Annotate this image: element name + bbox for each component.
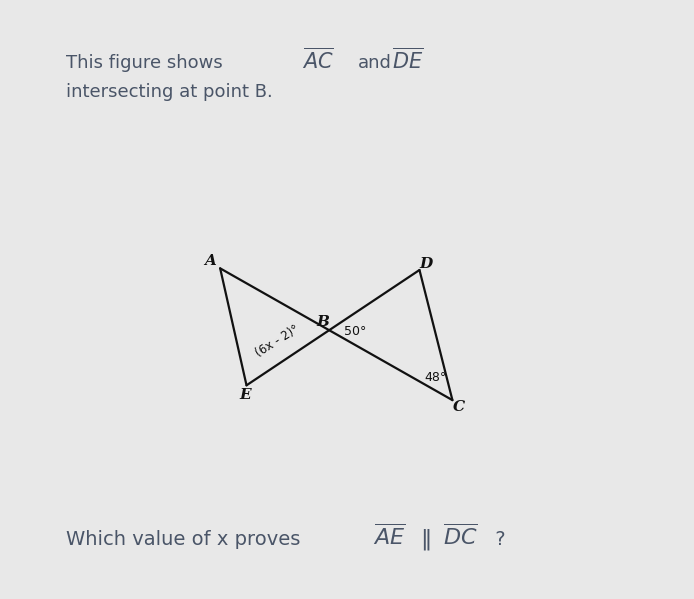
Text: A: A bbox=[204, 254, 217, 268]
Text: E: E bbox=[239, 388, 251, 402]
Text: 48°: 48° bbox=[425, 371, 447, 383]
Text: $\mathit{\overline{AE}}$: $\mathit{\overline{AE}}$ bbox=[373, 524, 406, 549]
Text: C: C bbox=[453, 400, 465, 414]
Text: B: B bbox=[316, 315, 330, 329]
Text: $\Vert$: $\Vert$ bbox=[420, 527, 430, 552]
Text: intersecting at point B.: intersecting at point B. bbox=[66, 83, 273, 101]
Text: $\mathit{\overline{DE}}$: $\mathit{\overline{DE}}$ bbox=[392, 47, 423, 72]
Text: 50°: 50° bbox=[344, 325, 366, 338]
Text: $\mathit{\overline{AC}}$: $\mathit{\overline{AC}}$ bbox=[302, 47, 334, 72]
Text: Which value of x proves: Which value of x proves bbox=[66, 530, 307, 549]
Text: ?: ? bbox=[489, 530, 506, 549]
Text: and: and bbox=[357, 54, 391, 72]
Text: This figure shows: This figure shows bbox=[66, 54, 228, 72]
Text: D: D bbox=[419, 257, 432, 271]
Text: $\mathit{\overline{DC}}$: $\mathit{\overline{DC}}$ bbox=[443, 524, 477, 549]
Text: (6x - 2)°: (6x - 2)° bbox=[253, 322, 301, 359]
